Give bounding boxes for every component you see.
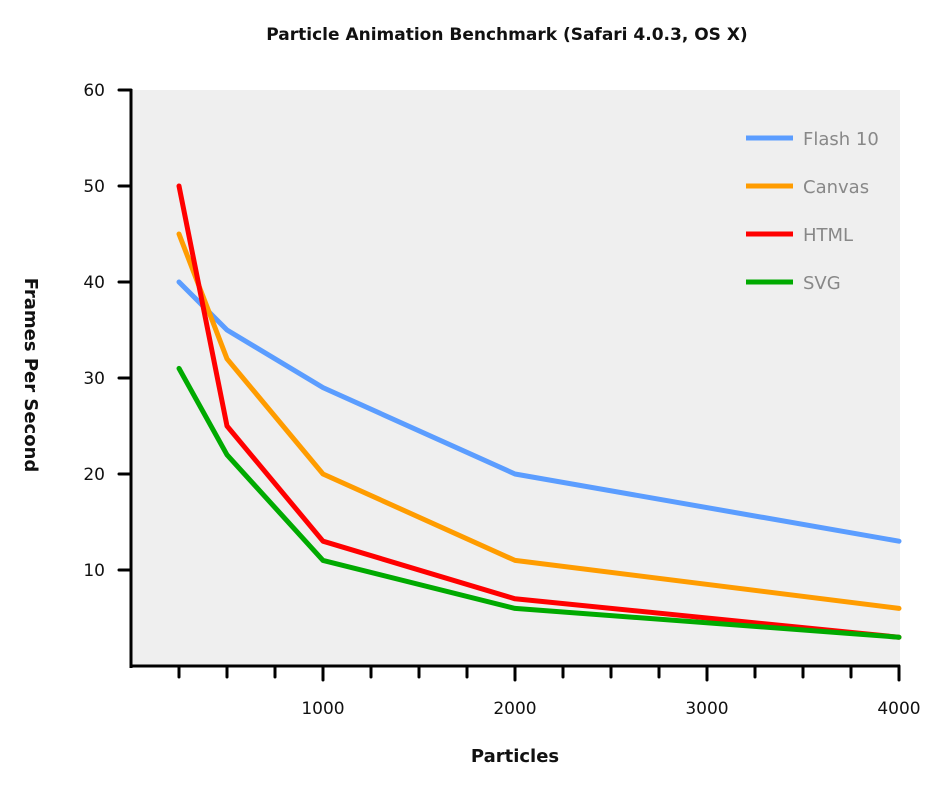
plot-background: [131, 90, 900, 666]
y-axis-label: Frames Per Second: [20, 278, 41, 473]
legend-label: Canvas: [803, 177, 869, 198]
legend-label: SVG: [803, 273, 841, 294]
x-tick-label: 4000: [877, 699, 920, 719]
legend-label: Flash 10: [803, 129, 879, 150]
legend: Flash 10 Canvas HTML SVG: [746, 129, 879, 294]
y-tick-label: 30: [83, 369, 105, 389]
series-line-html: [176, 183, 902, 640]
legend-label: HTML: [803, 225, 853, 246]
y-tick-label: 40: [83, 273, 105, 293]
x-tick-label: 3000: [685, 699, 728, 719]
x-tick-label: 2000: [493, 699, 536, 719]
series-layer: [176, 183, 902, 640]
y-tick-label: 50: [83, 177, 105, 197]
y-tick-label: 60: [83, 81, 105, 101]
axes-layer: 10 20 30 40 50 60 1000 2000 3000 4000: [83, 81, 920, 719]
y-tick-label: 20: [83, 465, 105, 485]
chart-title: Particle Animation Benchmark (Safari 4.0…: [266, 25, 747, 45]
x-tick-label: 1000: [301, 699, 344, 719]
series-line-canvas: [176, 231, 902, 611]
y-tick-label: 10: [83, 561, 105, 581]
x-axis-label: Particles: [471, 746, 559, 767]
series-line-svg: [176, 365, 902, 640]
